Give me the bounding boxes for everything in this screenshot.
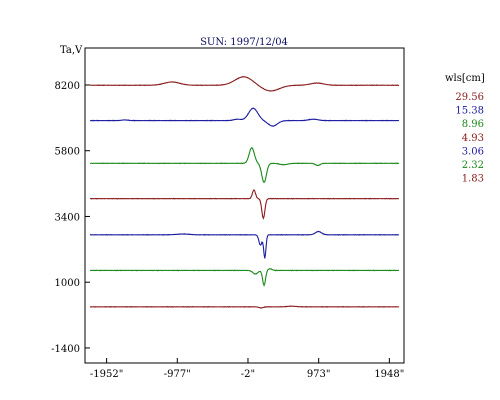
series-line — [89, 305, 400, 309]
series-line — [90, 107, 400, 127]
y-tick-label: 5800 — [55, 147, 80, 158]
x-ticks: -1952" -977" -2" 973" 1948" — [90, 358, 404, 380]
plot-frame — [84, 47, 405, 364]
legend-entry: 2.32 — [462, 160, 484, 171]
legend-entry: 29.56 — [455, 92, 484, 103]
legend-entry: 1.83 — [462, 174, 484, 185]
legend-entry: 15.38 — [455, 106, 484, 117]
series-lines — [89, 76, 400, 309]
x-tick-label: 973" — [307, 369, 331, 380]
legend-entry: 4.93 — [462, 133, 484, 144]
chart-title: SUN: 1997/12/04 — [200, 37, 288, 48]
y-tick-label: -1400 — [51, 344, 80, 355]
legend-entry: 3.06 — [462, 146, 484, 157]
y-tick-label: 3400 — [55, 212, 80, 223]
y-ticks: 8200 5800 3400 1000 -1400 — [51, 81, 90, 355]
x-tick-label: -1952" — [90, 369, 123, 380]
series-line — [89, 230, 400, 259]
legend-title: wls[cm] — [445, 73, 485, 84]
x-tick-label: 1948" — [374, 369, 404, 380]
series-line — [89, 147, 400, 184]
x-tick-label: -977" — [164, 369, 191, 380]
series-line — [90, 268, 400, 287]
legend-entry: 8.96 — [462, 119, 484, 130]
y-tick-label: 1000 — [55, 278, 80, 289]
series-line — [90, 76, 400, 92]
series-line — [89, 188, 400, 220]
y-tick-label: 8200 — [55, 81, 80, 92]
legend: 29.56 15.38 8.96 4.93 3.06 2.32 1.83 — [455, 92, 484, 185]
y-axis-label: Ta,V — [60, 45, 83, 56]
x-tick-label: -2" — [241, 369, 255, 380]
